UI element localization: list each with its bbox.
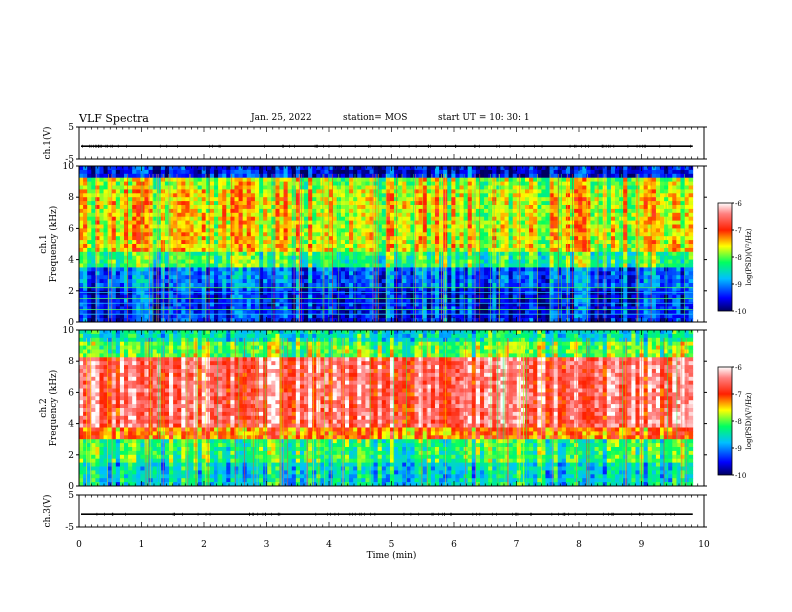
y-tick-label: 2 xyxy=(68,451,74,461)
y-tick-label: 10 xyxy=(63,162,75,172)
date-label: Jan. 25, 2022 xyxy=(251,113,312,123)
colorbar xyxy=(717,366,733,476)
y-tick-label: 10 xyxy=(63,326,75,336)
colorbar-tick-label: -6 xyxy=(735,200,742,208)
colorbar-label: log(PSD)(V²/Hz) xyxy=(745,392,753,449)
x-tick-label: 8 xyxy=(576,540,582,550)
y-axis-label: Frequency (kHz) xyxy=(48,206,59,283)
y-axis-label: ch.3(V) xyxy=(42,495,53,528)
y-tick-label: 8 xyxy=(68,357,74,367)
y-tick-label: 2 xyxy=(68,287,74,297)
x-tick-label: 0 xyxy=(76,540,82,550)
colorbar-tick-label: -7 xyxy=(735,391,742,399)
y-axis-label: Frequency (kHz) xyxy=(48,370,59,447)
colorbar-tick-label: -10 xyxy=(735,472,746,480)
x-tick-label: 3 xyxy=(264,540,270,550)
y-tick-label: 4 xyxy=(68,420,74,430)
y-tick-label: -5 xyxy=(65,155,74,165)
colorbar-tick-label: -10 xyxy=(735,308,746,316)
x-tick-label: 10 xyxy=(698,540,710,550)
y-tick-label: 0 xyxy=(68,482,74,492)
x-tick-label: 1 xyxy=(139,540,145,550)
y-tick-label: 6 xyxy=(68,224,74,234)
x-tick-label: 9 xyxy=(639,540,645,550)
colorbar-tick-label: -9 xyxy=(735,281,742,289)
colorbar-tick-label: -6 xyxy=(735,364,742,372)
y-tick-label: 0 xyxy=(68,318,74,328)
x-tick-label: 7 xyxy=(514,540,520,550)
ch1-spectrogram xyxy=(79,166,694,323)
y-tick-label: 5 xyxy=(68,491,74,501)
ch2-spectrogram xyxy=(79,330,694,487)
colorbar-tick-label: -8 xyxy=(735,418,742,426)
colorbar-tick-label: -8 xyxy=(735,254,742,262)
y-axis-label: ch.1 xyxy=(39,234,49,253)
x-tick-label: 2 xyxy=(201,540,207,550)
x-axis-label: Time (min) xyxy=(367,550,417,561)
colorbar-tick-label: -7 xyxy=(735,227,742,235)
x-tick-label: 6 xyxy=(451,540,457,550)
y-tick-label: 6 xyxy=(68,388,74,398)
colorbar-label: log(PSD)(V²/Hz) xyxy=(745,228,753,285)
figure-title: VLF Spectra xyxy=(79,112,149,125)
y-tick-label: 8 xyxy=(68,193,74,203)
x-tick-label: 5 xyxy=(389,540,395,550)
y-axis-label: ch.2 xyxy=(39,398,49,417)
start-time-label: start UT = 10: 30: 1 xyxy=(438,113,530,123)
y-tick-label: 4 xyxy=(68,256,74,266)
colorbar-tick-label: -9 xyxy=(735,445,742,453)
x-tick-label: 4 xyxy=(326,540,332,550)
colorbar xyxy=(717,202,733,312)
y-tick-label: 5 xyxy=(68,123,74,133)
station-label: station= MOS xyxy=(343,113,408,123)
y-axis-label: ch.1(V) xyxy=(42,127,53,160)
y-tick-label: -5 xyxy=(65,523,74,533)
